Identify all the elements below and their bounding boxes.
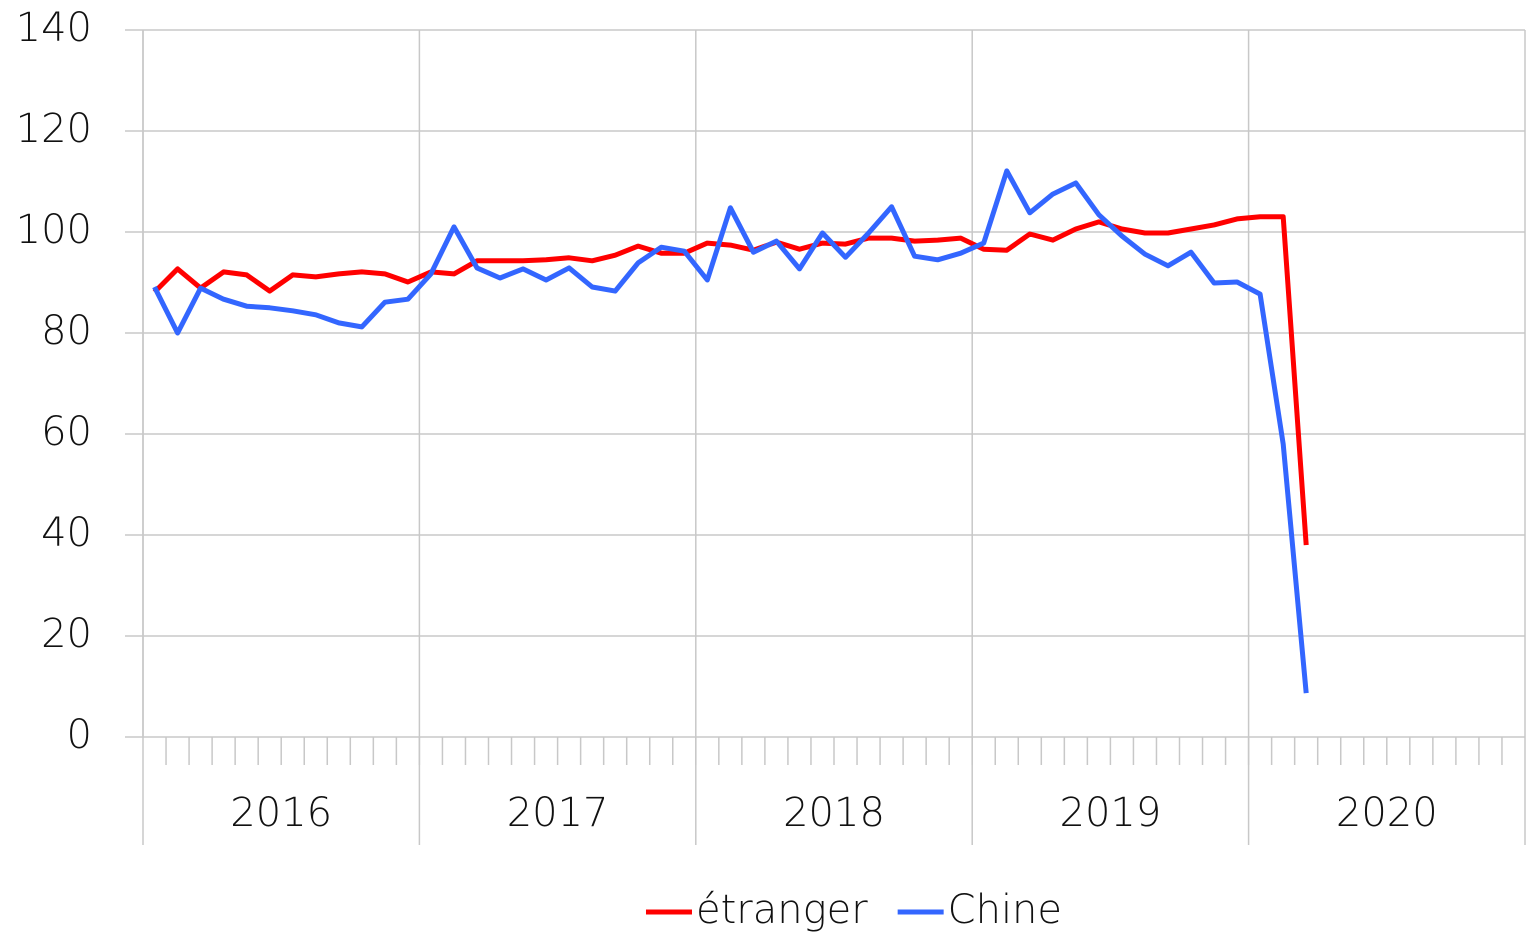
y-tick-label: 120 <box>16 106 92 152</box>
y-tick-label: 140 <box>16 5 92 51</box>
x-group-label: 2018 <box>783 790 885 836</box>
x-group-label: 2016 <box>230 790 332 836</box>
y-tick-label: 100 <box>16 207 92 253</box>
series-line <box>152 214 1309 546</box>
y-tick-label: 20 <box>41 611 92 657</box>
series-line <box>152 168 1309 694</box>
x-group-label: 2017 <box>507 790 609 836</box>
x-group-label: 2019 <box>1060 790 1162 836</box>
legend-label: Chine <box>948 887 1062 933</box>
y-tick-label: 0 <box>67 712 92 758</box>
y-tick-label: 60 <box>41 409 92 455</box>
y-tick-label: 40 <box>41 510 92 556</box>
legend-label: étranger <box>696 887 868 933</box>
y-tick-label: 80 <box>41 308 92 354</box>
x-group-label: 2020 <box>1336 790 1438 836</box>
